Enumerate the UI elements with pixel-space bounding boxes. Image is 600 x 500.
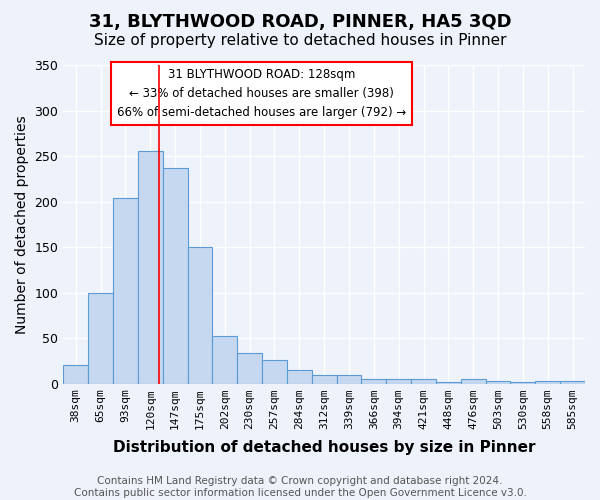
Bar [63,366,88,384]
Bar [138,150,163,384]
Bar [113,198,138,384]
Bar [535,381,560,384]
Bar [386,379,411,384]
Bar [312,376,337,384]
Y-axis label: Number of detached properties: Number of detached properties [15,115,29,334]
Bar [485,381,511,384]
Text: 31, BLYTHWOOD ROAD, PINNER, HA5 3QD: 31, BLYTHWOOD ROAD, PINNER, HA5 3QD [89,12,511,30]
Text: Size of property relative to detached houses in Pinner: Size of property relative to detached ho… [94,32,506,48]
Bar [88,292,113,384]
Bar [436,382,461,384]
Bar [461,379,485,384]
Bar [287,370,312,384]
Bar [511,382,535,384]
Bar [262,360,287,384]
Bar [212,336,237,384]
Bar [361,379,386,384]
Text: Contains HM Land Registry data © Crown copyright and database right 2024.
Contai: Contains HM Land Registry data © Crown c… [74,476,526,498]
Bar [337,376,361,384]
Bar [560,381,585,384]
Bar [188,247,212,384]
X-axis label: Distribution of detached houses by size in Pinner: Distribution of detached houses by size … [113,440,535,455]
Bar [411,379,436,384]
Bar [163,168,188,384]
Text: 31 BLYTHWOOD ROAD: 128sqm
← 33% of detached houses are smaller (398)
66% of semi: 31 BLYTHWOOD ROAD: 128sqm ← 33% of detac… [117,68,406,119]
Bar [237,354,262,384]
